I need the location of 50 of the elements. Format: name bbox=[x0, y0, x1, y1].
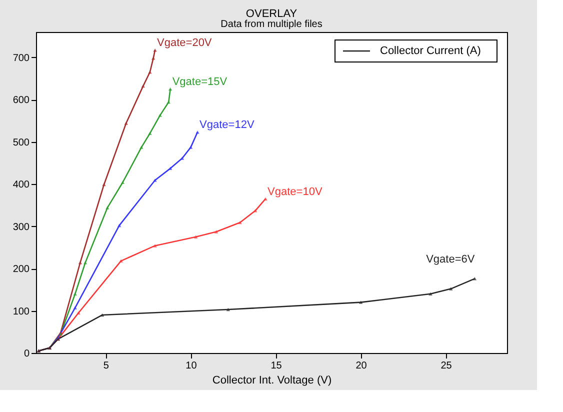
point bbox=[153, 244, 157, 248]
point bbox=[194, 235, 198, 238]
point bbox=[472, 277, 477, 280]
point bbox=[153, 48, 157, 52]
point bbox=[449, 287, 453, 290]
point bbox=[428, 292, 432, 296]
point bbox=[73, 292, 77, 296]
point bbox=[73, 306, 77, 310]
point bbox=[188, 146, 193, 149]
series-label: Vgate=12V bbox=[200, 119, 255, 132]
y-tick-label: 700 bbox=[12, 52, 30, 64]
point bbox=[117, 224, 122, 228]
point bbox=[106, 206, 110, 210]
point bbox=[358, 300, 363, 304]
y-tick-label: 100 bbox=[12, 306, 30, 318]
point bbox=[238, 220, 242, 224]
x-tick-label: 10 bbox=[186, 360, 198, 372]
point bbox=[148, 132, 152, 135]
y-tick-label: 200 bbox=[12, 264, 30, 276]
point bbox=[76, 311, 80, 314]
y-tick-label: 0 bbox=[24, 348, 30, 360]
chart-title: OVERLAY bbox=[246, 8, 298, 20]
series-label: Vgate=6V bbox=[426, 254, 476, 266]
x-tick-label: 5 bbox=[103, 360, 110, 372]
y-tick-label: 300 bbox=[12, 222, 30, 233]
x-tick-label: 20 bbox=[356, 360, 368, 372]
point bbox=[226, 308, 230, 312]
point bbox=[158, 114, 162, 117]
chart-subtitle: Data from multiple files bbox=[220, 19, 322, 30]
point bbox=[214, 230, 218, 234]
x-tick-label: 25 bbox=[440, 360, 452, 372]
point bbox=[124, 122, 128, 125]
y-tick-label: 500 bbox=[12, 137, 30, 148]
x-tick-label: 15 bbox=[270, 360, 282, 372]
point bbox=[119, 259, 123, 263]
point bbox=[120, 180, 125, 184]
point bbox=[168, 87, 172, 91]
series-label: Vgate=10V bbox=[268, 186, 323, 198]
point bbox=[153, 178, 157, 182]
series-label: Vgate=15V bbox=[172, 76, 228, 88]
point bbox=[264, 197, 268, 200]
point bbox=[102, 182, 106, 186]
legend-title: Collector Current (A) bbox=[380, 45, 481, 57]
y-tick-label: 400 bbox=[12, 180, 30, 191]
point bbox=[140, 146, 144, 149]
point bbox=[100, 313, 104, 317]
y-tick-label: 600 bbox=[12, 95, 30, 106]
series-label: Vgate=20V bbox=[157, 37, 212, 50]
x-axis-title: Collector Int. Voltage (V) bbox=[212, 374, 332, 386]
point bbox=[151, 56, 156, 60]
